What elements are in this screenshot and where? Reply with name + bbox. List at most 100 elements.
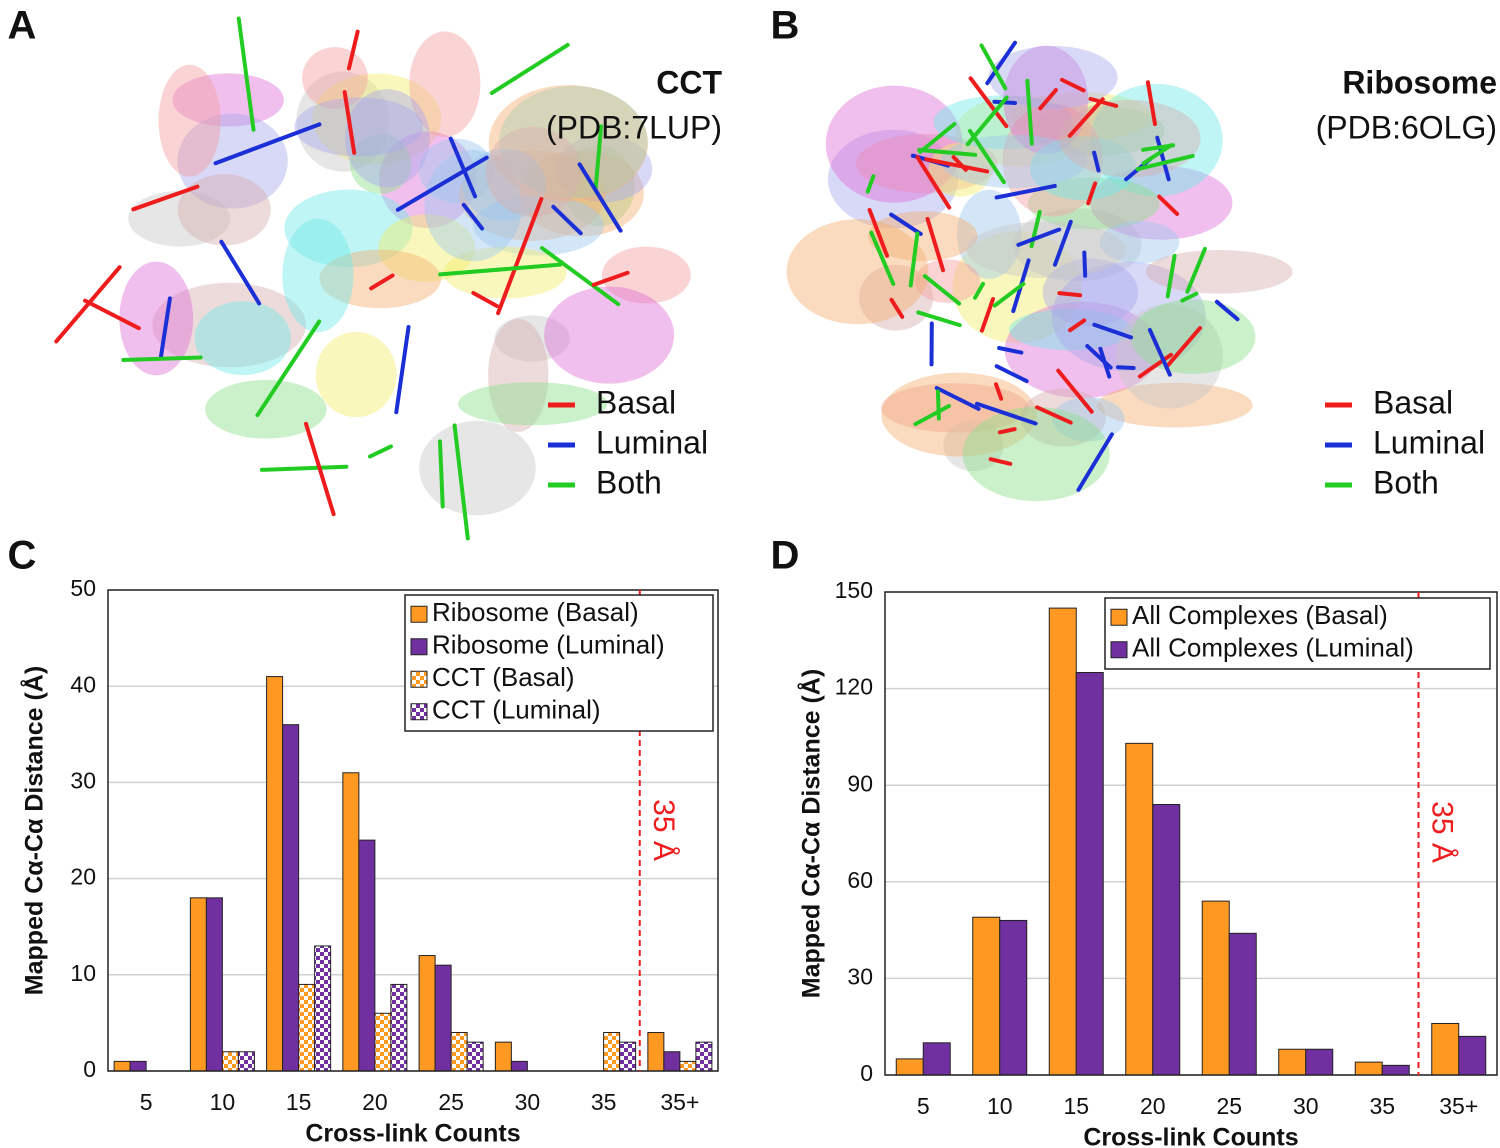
bar [221,1051,239,1072]
crosslink [1086,181,1098,206]
structure-title: Ribosome [1342,64,1497,100]
structure-blob [378,214,476,282]
legend-swatch [1110,608,1128,626]
bar [922,1042,951,1076]
structure-blob [485,126,581,217]
structure-blob [152,282,307,368]
bar [1381,1064,1410,1076]
crosslink [1082,250,1088,278]
y-tick-label: 30 [70,767,96,793]
bar [450,1032,468,1072]
crosslink [867,207,890,258]
structure-blob [419,420,536,516]
structure-blob [443,246,567,299]
bar [374,1012,392,1072]
structure-blob [473,195,604,256]
structure-blob [172,73,284,127]
bar [1458,1035,1487,1076]
legend-label: Both [596,464,662,500]
bar [1431,1022,1460,1076]
x-tick-label: 30 [515,1089,541,1115]
crosslink [121,355,203,362]
structure-blob [1029,136,1136,201]
crosslink [968,76,1009,129]
crosslink [935,389,941,421]
crosslink [1076,432,1114,492]
bar [695,1041,713,1072]
structure-blob [1090,165,1233,240]
crosslink [591,270,630,287]
bar [494,1041,512,1072]
crosslink [913,403,951,427]
bar [1228,932,1257,1076]
panel-letter: B [771,4,800,48]
crosslink [917,147,978,157]
x-tick-label: 5 [917,1093,930,1119]
structure-blob [409,31,481,137]
crosslink [924,157,990,174]
x-axis-label: Cross-link Counts [1083,1124,1298,1148]
structure-blob [1029,105,1165,156]
bar [1278,1048,1307,1076]
structure-blob [350,134,412,194]
structure-blob [282,218,354,333]
structure-blob [345,89,430,188]
bar [358,839,376,1072]
structure-blob [284,189,413,268]
structure-blob [1099,221,1180,264]
x-tick-label: 35 [1369,1093,1395,1119]
crosslink [974,401,1038,426]
legend-label: Luminal [596,424,708,460]
bar [972,916,1001,1076]
structure-blob [914,259,981,303]
structure-blob [1042,258,1139,327]
structure-blob [1027,177,1160,230]
structure-blob [943,420,1004,472]
crosslink [1165,253,1177,299]
structure-blob [177,174,271,246]
crosslink [394,325,411,415]
structure-blob [194,301,292,376]
structure-blob [858,264,934,331]
bar [510,1060,528,1072]
crosslink [979,297,995,333]
crosslink [994,364,1029,384]
crosslink [1165,326,1202,368]
crosslink [438,262,563,277]
bar [895,1058,924,1076]
plot-frame [107,589,719,1072]
bar [390,983,408,1072]
structure-blob [319,249,442,309]
bar [1075,672,1104,1076]
bar [113,1060,131,1072]
legend-swatch [410,605,428,623]
structure-blob [955,95,1086,167]
bar [663,1051,681,1072]
crosslink [367,444,393,459]
legend-label: Ribosome (Basal) [432,597,639,627]
bar [647,1032,665,1072]
legend-label: Luminal [1373,424,1485,460]
structure-blob [601,246,691,304]
structure-blob [554,135,653,203]
crosslink [159,296,172,359]
crosslink [346,29,360,71]
crosslink [1052,219,1073,267]
y-tick-label: 10 [70,960,96,986]
crosslink [922,274,962,306]
legend-label: CCT (Luminal) [432,695,601,725]
structure-blob [458,382,608,426]
structure-blob [296,71,390,172]
crosslink [916,310,962,328]
crosslink [1157,194,1180,216]
structure-blob [962,406,1110,502]
crosslink [967,128,1006,185]
crosslink [342,90,357,155]
crosslink [1067,97,1105,138]
structure-blob [378,131,477,229]
crosslink [452,423,470,541]
crosslink [1116,365,1136,371]
crosslink [994,183,1057,200]
bar [237,1051,255,1072]
